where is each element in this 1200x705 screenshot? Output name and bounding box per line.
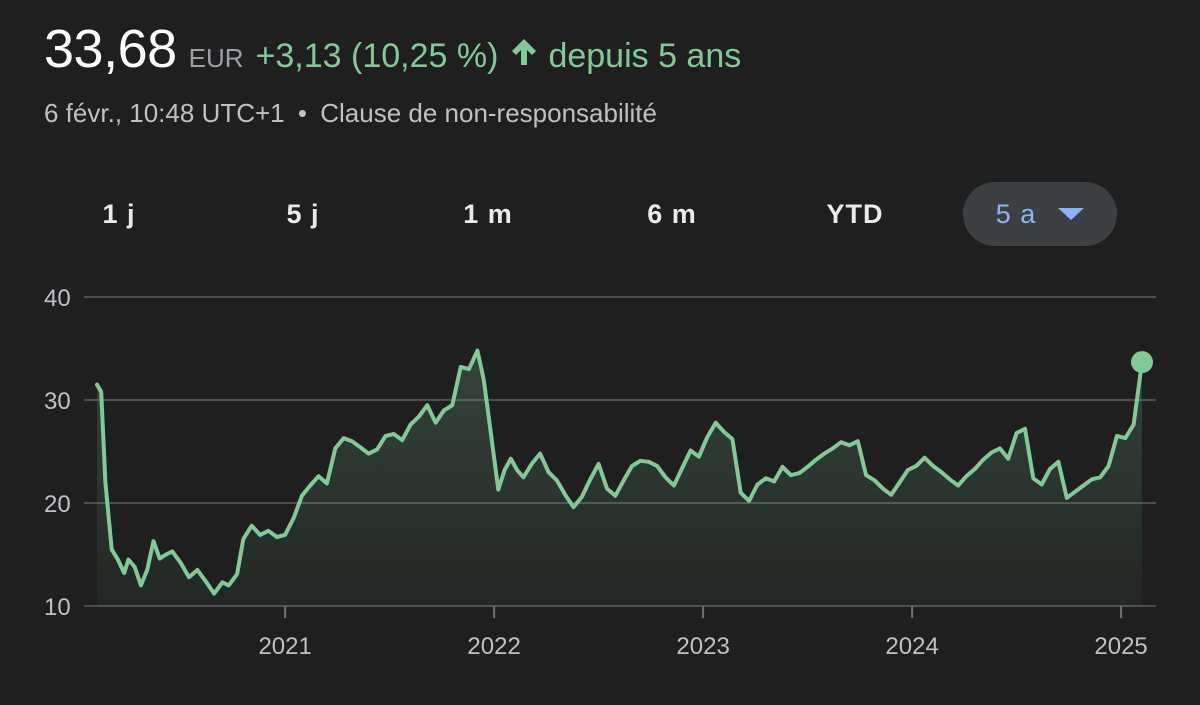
x-axis-labels: 2021 2022 2023 2024 2025	[258, 633, 1147, 660]
x-tick-label: 2023	[676, 633, 729, 660]
y-tick-label: 10	[44, 594, 71, 621]
timestamp: 6 févr., 10:48 UTC+1	[44, 98, 285, 128]
range-tab-5j[interactable]: 5 j	[260, 182, 346, 246]
price-header: 33,68 EUR +3,13 (10,25 %) depuis 5 ans	[44, 18, 741, 80]
range-tab-label: 6 m	[647, 199, 697, 229]
price-area	[97, 350, 1142, 606]
y-axis-labels: 40 30 20 10	[44, 285, 71, 621]
price-chart: 40 30 20 10 2021 2022 2023 2024 2025	[44, 285, 1156, 660]
arrow-up-icon	[512, 39, 537, 65]
range-tab-label: YTD	[826, 199, 884, 229]
range-tab-label: 1 m	[463, 199, 513, 229]
price-change: +3,13 (10,25 %)	[255, 37, 499, 75]
range-tab-label: 1 j	[102, 199, 136, 229]
x-tick-label: 2021	[258, 633, 311, 660]
range-tab-6m[interactable]: 6 m	[622, 182, 722, 246]
price-line	[95, 348, 1144, 596]
x-axis-ticks	[284, 606, 1123, 618]
range-tab-1m[interactable]: 1 m	[438, 182, 538, 246]
range-tab-label: 5 a	[995, 199, 1037, 229]
range-tab-ytd[interactable]: YTD	[808, 182, 902, 246]
x-tick-label: 2025	[1094, 633, 1147, 660]
x-tick-label: 2024	[885, 633, 938, 660]
y-tick-label: 30	[44, 388, 71, 415]
current-price: 33,68	[44, 19, 177, 79]
current-price-dot	[1131, 351, 1153, 374]
range-dropdown-5a[interactable]: 5 a	[963, 182, 1117, 246]
y-tick-label: 20	[44, 491, 71, 518]
separator: •	[297, 98, 307, 128]
change-period: depuis 5 ans	[548, 37, 742, 75]
range-tab-label: 5 j	[286, 199, 320, 229]
disclaimer-link[interactable]: Clause de non-responsabilité	[320, 98, 657, 128]
timestamp-line: 6 févr., 10:48 UTC+1 • Clause de non-res…	[44, 98, 657, 129]
x-tick-label: 2022	[467, 633, 520, 660]
range-tab-1j[interactable]: 1 j	[76, 182, 162, 246]
currency-label: EUR	[188, 43, 244, 73]
y-tick-label: 40	[44, 285, 71, 312]
caret-down-icon	[1058, 207, 1085, 220]
